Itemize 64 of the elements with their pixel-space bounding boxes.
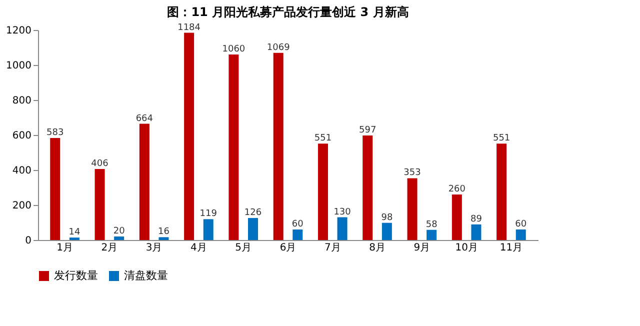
bar — [516, 230, 526, 240]
data-label: 14 — [68, 228, 80, 238]
data-label: 406 — [91, 158, 109, 169]
y-tick-label: 1000 — [6, 60, 32, 72]
bar — [407, 178, 418, 240]
chart-title: 图：11 月阳光私募产品发行量创近 3 月新高 — [167, 4, 409, 19]
data-label: 1069 — [266, 42, 290, 53]
data-label: 353 — [404, 168, 421, 178]
bar — [114, 236, 124, 240]
data-label: 1184 — [178, 22, 201, 33]
y-tick-label: 600 — [12, 130, 32, 142]
bar — [139, 124, 150, 240]
bar — [158, 237, 169, 240]
data-label: 126 — [244, 208, 262, 218]
x-tick-label: 5月 — [235, 242, 252, 254]
x-tick-label: 7月 — [324, 242, 341, 254]
x-tick-label: 1月 — [56, 242, 73, 254]
x-tick-label: 2月 — [101, 242, 118, 254]
x-tick-label: 6月 — [280, 242, 296, 254]
data-label: 60 — [515, 220, 527, 230]
data-label: 16 — [158, 227, 170, 238]
y-tick-label: 1200 — [6, 26, 32, 36]
y-tick-label: 0 — [25, 236, 32, 246]
data-label: 583 — [46, 128, 64, 138]
data-label: 597 — [359, 126, 376, 136]
bar — [203, 219, 214, 240]
bar — [337, 217, 348, 240]
legend-label: 发行数量 — [54, 269, 98, 282]
y-tick-label: 200 — [12, 200, 32, 212]
data-label: 551 — [492, 134, 510, 144]
x-tick-label: 4月 — [190, 242, 207, 254]
bar — [496, 144, 507, 240]
bar — [292, 230, 303, 240]
y-tick-label: 800 — [12, 96, 32, 106]
data-label: 20 — [113, 226, 126, 236]
data-label: 551 — [314, 134, 332, 144]
x-tick-label: 3月 — [146, 242, 162, 254]
data-label: 119 — [200, 209, 218, 220]
bar — [273, 52, 284, 240]
bar — [184, 32, 194, 240]
bar — [248, 218, 258, 240]
bar — [94, 168, 105, 240]
data-label: 98 — [381, 212, 393, 223]
bar — [382, 222, 392, 240]
data-label: 58 — [426, 220, 438, 230]
x-tick-label: 11月 — [500, 242, 523, 254]
data-label: 60 — [292, 220, 304, 230]
bar — [426, 230, 437, 240]
bar — [228, 54, 239, 240]
data-label: 1060 — [222, 44, 246, 54]
x-tick-label: 9月 — [414, 242, 430, 254]
data-label: 664 — [136, 114, 154, 124]
bar — [362, 136, 373, 240]
data-label: 130 — [334, 207, 352, 218]
bar — [471, 224, 482, 240]
y-tick-label: 400 — [12, 166, 32, 176]
x-tick-label: 8月 — [369, 242, 386, 254]
bar — [318, 144, 328, 240]
bar — [452, 194, 462, 240]
x-tick-label: 10月 — [455, 242, 478, 254]
data-label: 89 — [470, 214, 482, 224]
data-label: 260 — [448, 184, 466, 194]
legend-label: 清盘数量 — [124, 269, 168, 282]
bar — [50, 138, 60, 240]
